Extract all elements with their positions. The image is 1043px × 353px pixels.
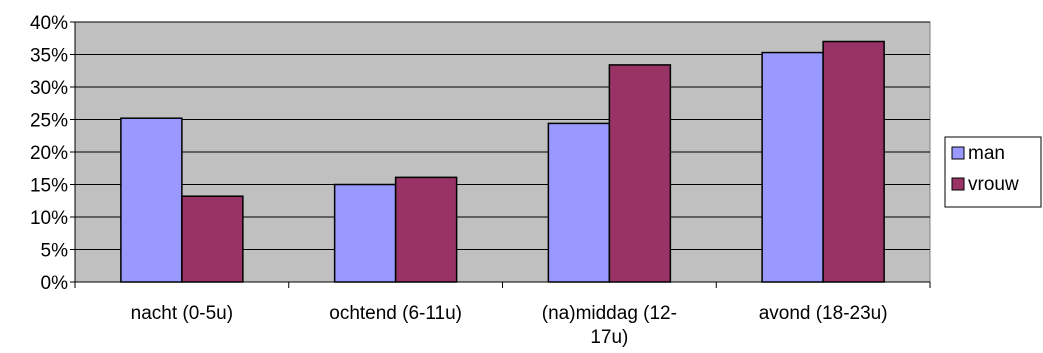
y-tick-label: 20% bbox=[30, 143, 68, 164]
legend-label-man: man bbox=[968, 143, 1005, 164]
y-axis: 0% 5% 10% 15% 20% 25% 30% 35% 40% bbox=[30, 13, 76, 294]
x-tick-label: nacht (0-5u) bbox=[131, 303, 233, 324]
bar-man-4 bbox=[761, 51, 824, 283]
bar-vrouw-4 bbox=[822, 40, 885, 283]
x-tick-label: (na)middag (12- 17u) bbox=[542, 303, 677, 348]
x-tick-label: avond (18-23u) bbox=[759, 303, 888, 324]
y-tick-label: 30% bbox=[30, 78, 68, 99]
x-tick-label-line: 17u) bbox=[590, 327, 628, 348]
legend-swatch-vrouw bbox=[951, 177, 965, 191]
legend-label-vrouw: vrouw bbox=[968, 174, 1019, 195]
legend-swatch-man bbox=[951, 146, 965, 160]
x-tick-label-line: avond (18-23u) bbox=[759, 303, 888, 324]
x-axis: nacht (0-5u) ochtend (6-11u) (na)middag (1… bbox=[74, 281, 931, 348]
x-tick-label: ochtend (6-11u) bbox=[329, 303, 462, 324]
x-tick-label-line: (na)middag (12- bbox=[542, 303, 677, 324]
bars bbox=[120, 40, 885, 283]
y-tick-label: 10% bbox=[30, 208, 68, 229]
y-tick-label: 5% bbox=[41, 241, 69, 262]
bar-man-3 bbox=[547, 122, 611, 283]
y-tick-label: 40% bbox=[30, 13, 68, 34]
bar-vrouw-1 bbox=[181, 195, 244, 283]
y-tick-label: 15% bbox=[30, 176, 68, 197]
y-tick-label: 0% bbox=[41, 273, 69, 294]
bar-man-1 bbox=[120, 117, 183, 283]
x-tick-label-line: nacht (0-5u) bbox=[131, 303, 233, 324]
y-tick-label: 35% bbox=[30, 46, 68, 67]
bar-vrouw-3 bbox=[608, 64, 672, 283]
y-tick-label: 25% bbox=[30, 111, 68, 132]
legend: man vrouw bbox=[944, 136, 1042, 208]
bar-vrouw-2 bbox=[394, 176, 458, 283]
bar-man-2 bbox=[333, 183, 397, 283]
x-tick-label-line: ochtend (6-11u) bbox=[329, 303, 462, 324]
